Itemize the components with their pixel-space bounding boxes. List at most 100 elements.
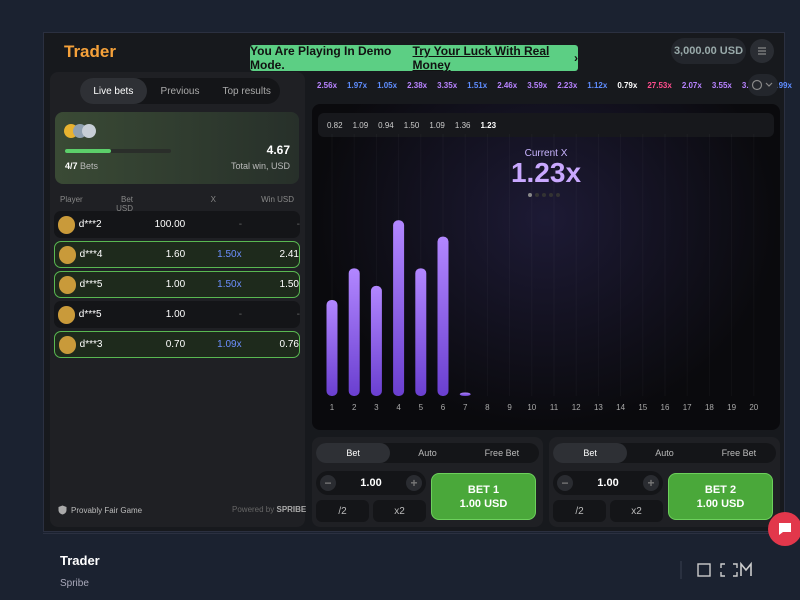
- x-tick-label: 16: [661, 403, 670, 412]
- bet-row: d***5 1.00 - -: [54, 301, 300, 328]
- bets-tab[interactable]: Previous: [160, 85, 200, 97]
- bet-cell: -: [238, 219, 243, 230]
- bet-mode-tab[interactable]: Auto: [418, 448, 437, 458]
- round-value: 0.94: [378, 120, 394, 130]
- chat-button[interactable]: [768, 512, 800, 546]
- plus-button[interactable]: +: [405, 475, 422, 491]
- bet-cell: d***4: [79, 249, 103, 260]
- bet-row: d***5 1.00 1.50x 1.50: [54, 271, 300, 298]
- round-value: 1.36: [454, 120, 471, 130]
- history-multiplier: 0.79x: [617, 80, 638, 90]
- x-tick-label: 4: [396, 403, 401, 412]
- bet-cell: d***2: [78, 219, 102, 230]
- history-icon: [751, 79, 773, 91]
- bet-cell: 1.00: [165, 279, 186, 290]
- round-chart: 1 2 3 4 5 6 7 8 9 10 11 12 13 14 15 16 17 18 19 20: [326, 220, 759, 412]
- history-multiplier: 3.59x: [527, 80, 548, 90]
- history-multiplier: 2.23x: [557, 80, 578, 90]
- bet-cell: -: [238, 309, 243, 320]
- bar: [370, 285, 382, 396]
- bet-cell: 100.00: [154, 219, 186, 230]
- double-button[interactable]: x2: [610, 500, 663, 522]
- bar: [348, 268, 360, 396]
- double-button[interactable]: x2: [373, 500, 426, 522]
- demo-text: You Are Playing In Demo Mode.: [250, 44, 392, 72]
- game-area: [312, 104, 780, 430]
- avatar: [58, 305, 75, 324]
- total-label: Total win, USD: [230, 161, 290, 171]
- bet-mode-tab[interactable]: Auto: [655, 448, 674, 458]
- powered-brand: SPRIBE: [276, 505, 307, 514]
- history-multiplier: 1.12x: [587, 80, 608, 90]
- bet-mode-tabs: Bet Auto Free Bet: [553, 443, 776, 463]
- bet-mode-tab[interactable]: Bet: [316, 443, 391, 463]
- history-multiplier: 3.35x: [437, 80, 458, 90]
- bet-panel: Bet Auto Free Bet −1.00 + /2 x2 BET 1 1.00 USD: [312, 437, 543, 527]
- current-label: Current X: [524, 148, 568, 159]
- bet-cell: 0.70: [165, 339, 186, 350]
- shield-icon: [58, 505, 67, 515]
- fair-badge[interactable]: Provably Fair Game: [58, 505, 142, 515]
- page-dots: [528, 193, 560, 197]
- plus-button[interactable]: +: [642, 475, 659, 491]
- history-multiplier: 2.38x: [407, 80, 428, 90]
- x-tick-label: 6: [441, 403, 446, 412]
- progress-fill: [65, 149, 111, 153]
- round-value: 1.09: [352, 120, 369, 130]
- history-toggle[interactable]: [748, 74, 778, 96]
- bet-mode-tab[interactable]: Free Bet: [484, 448, 520, 458]
- bet-cell: d***5: [79, 279, 103, 290]
- amount-input: − 1.00 +: [553, 471, 663, 495]
- history-multiplier: 27.53x: [647, 80, 672, 90]
- bets-tab[interactable]: Top results: [222, 85, 271, 97]
- bar: [415, 268, 427, 396]
- demo-link[interactable]: Try Your Luck With Real Money: [412, 44, 550, 72]
- history-strip: 2.56x 1.97x 1.05x 2.38x 3.35x 1.51x 2.46x 3.59x…: [312, 74, 792, 96]
- bet-button[interactable]: BET 1 1.00 USD: [431, 473, 536, 520]
- bet-cell: 1.00: [165, 309, 186, 320]
- chevron: ›: [574, 51, 578, 65]
- x-tick-label: 1: [330, 403, 335, 412]
- demo-banner[interactable]: You Are Playing In Demo Mode. Try Your L…: [250, 44, 578, 72]
- half-button[interactable]: /2: [553, 500, 606, 522]
- amount-value: 1.00: [597, 477, 619, 489]
- amount-input: − 1.00 +: [316, 471, 426, 495]
- x-tick-label: 18: [705, 403, 714, 412]
- bets-label: Bets: [80, 161, 99, 171]
- bet-cell: 1.50: [279, 279, 299, 290]
- history-multiplier: 1.99x: [771, 80, 792, 90]
- bets-tab[interactable]: Live bets: [80, 78, 147, 104]
- bet-mode-tab[interactable]: Free Bet: [721, 448, 757, 458]
- bet-cell: -: [296, 219, 300, 230]
- avatar: [59, 335, 76, 354]
- bet-mode-tabs: Bet Auto Free Bet: [316, 443, 539, 463]
- fair-text: Provably Fair Game: [71, 505, 143, 515]
- summary-card: 4/7 Bets 4.67 Total win, USD: [55, 112, 299, 184]
- menu-button[interactable]: [750, 39, 774, 63]
- minus-button[interactable]: −: [320, 475, 336, 491]
- bets-count-line: 4/7 Bets: [65, 161, 98, 171]
- table-header-cell: Bet USD: [116, 195, 133, 213]
- x-tick-label: 5: [419, 403, 424, 412]
- current-value: 1.23x: [510, 157, 582, 188]
- bet-button-label: BET 1: [467, 483, 500, 496]
- x-tick-label: 17: [683, 403, 692, 412]
- half-button[interactable]: /2: [316, 500, 369, 522]
- x-tick-label: 7: [463, 403, 468, 412]
- x-tick-label: 8: [485, 403, 490, 412]
- chat-icon: [779, 523, 791, 535]
- bet-button-amount: 1.00 USD: [696, 497, 745, 510]
- round-value: 1.50: [403, 120, 420, 130]
- bet-cell: 1.09x: [217, 339, 242, 350]
- avatar: [59, 275, 76, 294]
- bet-mode-tab[interactable]: Bet: [553, 443, 628, 463]
- bet-cell: 2.41: [279, 249, 299, 260]
- powered: Powered by SPRIBE: [232, 505, 306, 514]
- bet-button[interactable]: BET 2 1.00 USD: [668, 473, 773, 520]
- bet-panel: Bet Auto Free Bet − 1.00 + /2 x2 BET 2 1.00 USD: [549, 437, 780, 527]
- round-value: 1.09: [429, 120, 445, 130]
- history-multiplier: 2.46x: [497, 80, 518, 90]
- bet-cell: -: [296, 309, 300, 320]
- minus-button[interactable]: −: [557, 475, 573, 491]
